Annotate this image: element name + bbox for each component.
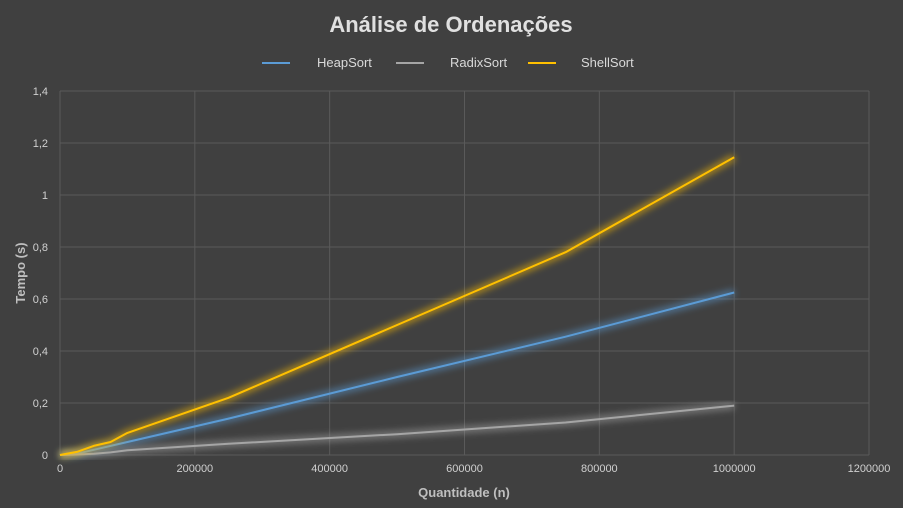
- x-tick-label: 600000: [446, 463, 483, 475]
- legend: HeapSort RadixSort ShellSort: [262, 55, 634, 70]
- series-line-radixsort: [59, 404, 735, 456]
- legend-label-radixsort: RadixSort: [450, 55, 507, 70]
- y-tick-label: 1,2: [33, 138, 48, 150]
- x-tick-label: 200000: [176, 463, 213, 475]
- series-radixsort-group: [59, 402, 735, 459]
- legend-label-shellsort: ShellSort: [581, 55, 634, 70]
- x-tick-label: 400000: [311, 463, 348, 475]
- series-glow-heapsort: [59, 289, 736, 459]
- series-line-shellsort: [59, 156, 735, 456]
- x-tick-label: 800000: [581, 463, 618, 475]
- y-tick-label: 0,8: [33, 242, 48, 254]
- x-axis-label: Quantidade (n): [418, 485, 510, 500]
- y-tick-label: 0,6: [33, 294, 48, 306]
- x-tick-label: 1200000: [848, 463, 891, 475]
- x-tick-label: 1000000: [713, 463, 756, 475]
- x-axis-ticks: 0 200000 400000 600000 800000 1000000 1200000: [57, 463, 890, 475]
- y-tick-label: 1: [42, 190, 48, 202]
- chart-title: Análise de Ordenações: [329, 12, 572, 37]
- x-tick-label: 0: [57, 463, 63, 475]
- series-glow-shellsort: [59, 154, 736, 459]
- legend-label-heapsort: HeapSort: [317, 55, 372, 70]
- series-lines: [59, 154, 736, 459]
- gridlines: [59, 90, 870, 456]
- y-tick-label: 1,4: [33, 86, 48, 98]
- series-heapsort-group: [59, 289, 736, 459]
- y-tick-label: 0,2: [33, 398, 48, 410]
- series-shellsort-group: [59, 154, 736, 459]
- y-axis-ticks: 0 0,2 0,4 0,6 0,8 1 1,2 1,4: [33, 86, 48, 462]
- y-tick-label: 0: [42, 450, 48, 462]
- y-tick-label: 0,4: [33, 346, 48, 358]
- y-axis-label: Tempo (s): [13, 242, 28, 303]
